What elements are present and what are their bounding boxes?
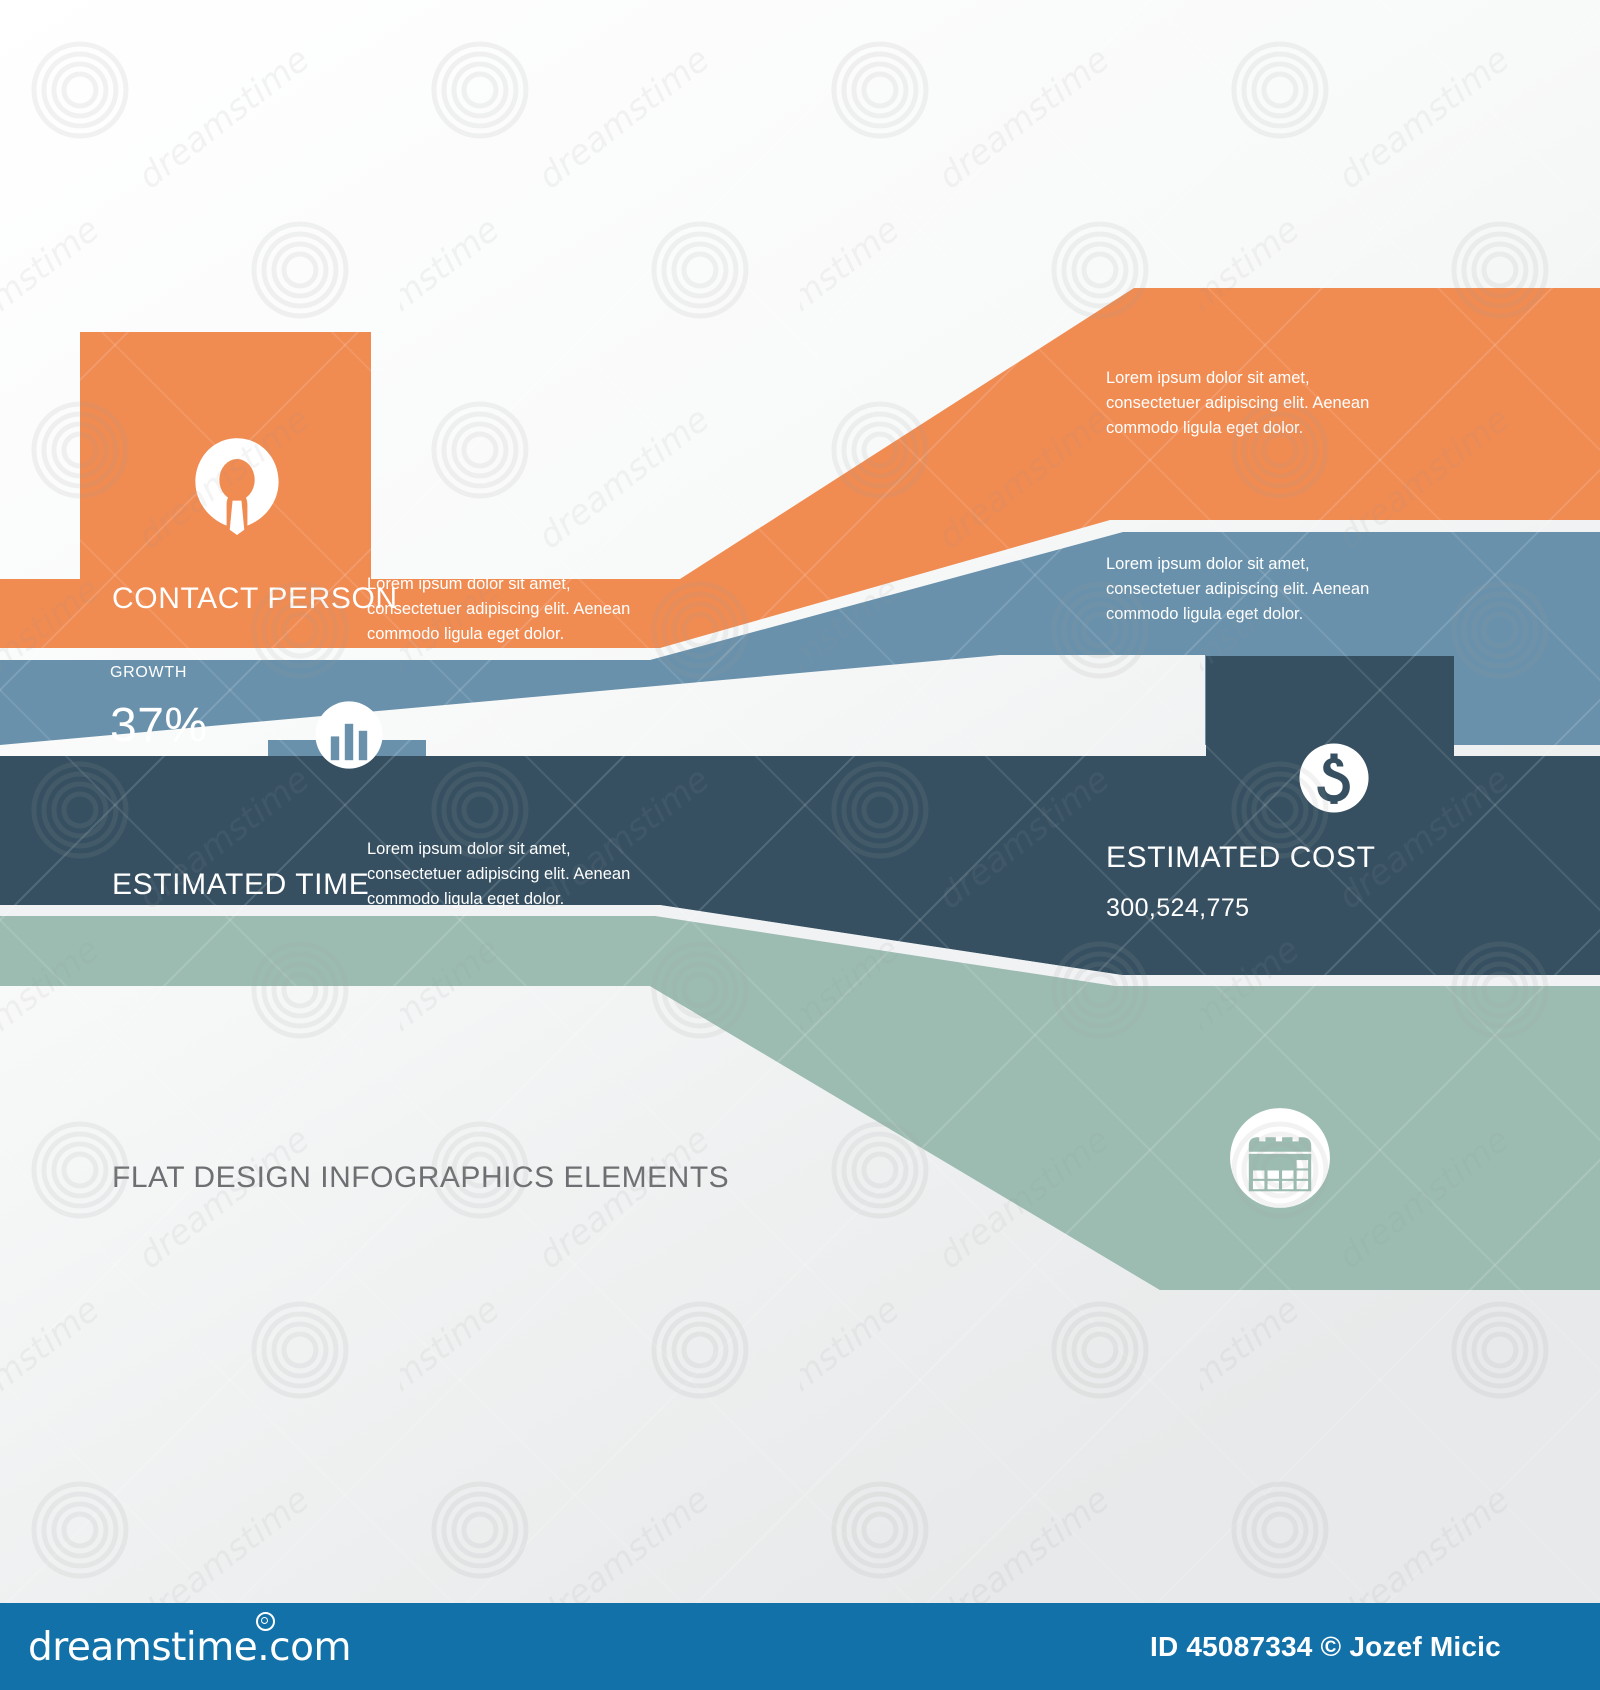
- dreamstime-logo: dreamstime .com: [28, 1612, 351, 1670]
- image-credit: ID 45087334 © Jozef Micic: [1150, 1631, 1501, 1662]
- contact-person-title: CONTACT PERSON: [112, 582, 398, 615]
- estimated-time-title: ESTIMATED TIME: [112, 868, 370, 901]
- growth-right-body: Lorem ipsum dolor sit amet, consectetuer…: [1106, 555, 1370, 623]
- artwork-area: CONTACT PERSON Lorem ipsum dolor sit ame…: [0, 0, 1600, 1603]
- estimated-cost-value: 300,524,775: [1106, 894, 1250, 922]
- contact-person-body: Lorem ipsum dolor sit amet, consectetuer…: [367, 575, 631, 643]
- calendar-icon: [1230, 1108, 1330, 1208]
- logo-text-post: .com: [257, 1625, 351, 1670]
- growth-value: 37%: [110, 699, 208, 752]
- estimated-time-body: Lorem ipsum dolor sit amet, consectetuer…: [367, 840, 631, 908]
- dollar-icon: [1299, 743, 1369, 813]
- estimated-cost-title: ESTIMATED COST: [1106, 841, 1376, 874]
- page-title: FLAT DESIGN INFOGRAPHICS ELEMENTS: [112, 1161, 730, 1194]
- contact-person-right-body: Lorem ipsum dolor sit amet, consectetuer…: [1106, 369, 1370, 437]
- person-icon: [195, 438, 279, 535]
- dreamstime-footer-bar: dreamstime .com ID 45087334 © Jozef Micic: [0, 1603, 1600, 1690]
- logo-text-pre: dreamstime: [28, 1625, 258, 1670]
- growth-label: GROWTH: [110, 664, 188, 681]
- bar-chart-icon: [315, 701, 383, 769]
